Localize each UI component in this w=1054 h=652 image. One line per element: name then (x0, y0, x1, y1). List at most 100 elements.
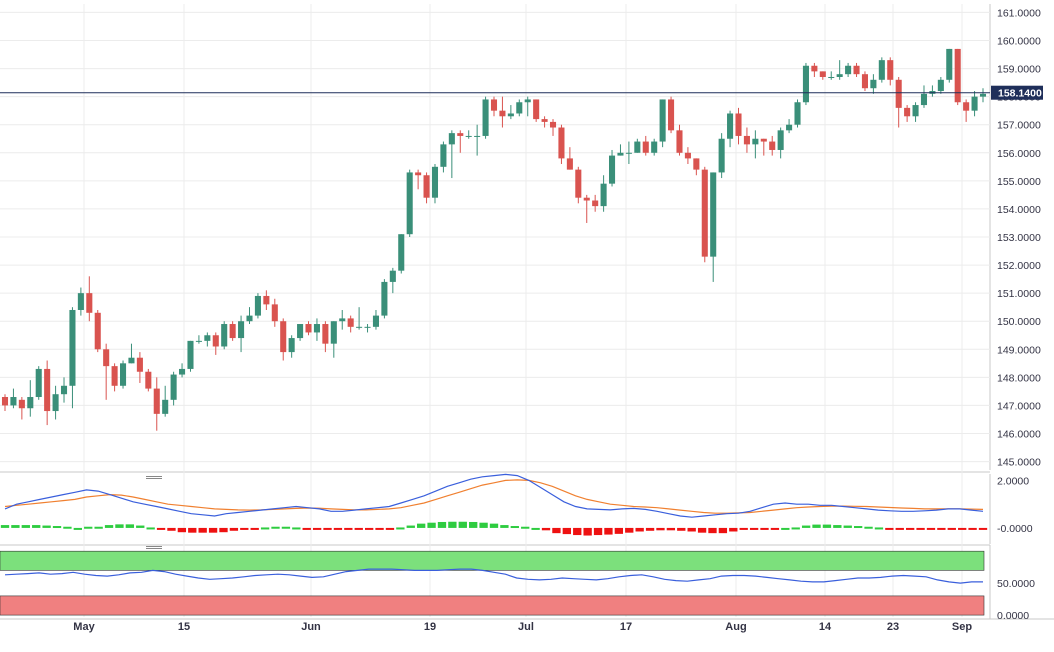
histogram-bar (531, 527, 540, 530)
y-tick-label: 148.0000 (997, 372, 1041, 384)
candle (153, 377, 160, 431)
histogram-bar (84, 526, 93, 529)
candle (52, 385, 59, 420)
candle-body (179, 368, 186, 375)
histogram-bar (104, 525, 114, 528)
candle (963, 99, 970, 122)
histogram-bar (385, 527, 395, 530)
histogram-bar (208, 527, 218, 533)
candle (440, 141, 447, 173)
rsi-y-tick-label: 0.0000 (997, 610, 1029, 622)
candle-body (322, 324, 329, 344)
x-tick-label: Jul (518, 621, 534, 633)
candle-body (583, 197, 590, 201)
candle-body (752, 138, 759, 145)
candle-body (769, 141, 776, 150)
candle (490, 96, 498, 117)
candle-body (592, 200, 599, 207)
candle-body (69, 309, 76, 386)
candle-body (524, 99, 531, 103)
candle-body (162, 399, 169, 414)
candle (735, 107, 742, 145)
candle (786, 119, 793, 134)
candle-body (195, 340, 202, 342)
candle (676, 124, 683, 156)
x-tick-label: Sep (952, 621, 972, 633)
x-tick-label: Jun (301, 621, 321, 633)
candle (811, 62, 818, 77)
y-tick-label: 161.0000 (997, 7, 1041, 19)
candle (381, 279, 388, 319)
histogram-bar (177, 527, 187, 533)
candle (642, 135, 649, 156)
candle-body (802, 65, 809, 103)
histogram-bar (489, 523, 499, 528)
candle (246, 307, 253, 325)
candle-body (364, 326, 371, 328)
osc-fast-line (4, 473, 984, 518)
y-tick-label: 156.0000 (997, 148, 1041, 160)
histogram-bar (781, 527, 790, 530)
histogram-bar (583, 527, 592, 536)
candle-body (819, 71, 826, 77)
y-tick-label: 160.0000 (997, 35, 1041, 47)
x-tick-label: 17 (620, 621, 632, 633)
osc-y-tick-label: 2.0000 (997, 475, 1029, 487)
y-tick-label: 159.0000 (997, 64, 1041, 76)
candle-body (954, 48, 961, 103)
candle-body (330, 321, 337, 344)
resize-handle (146, 478, 162, 479)
histogram-bar (94, 526, 103, 529)
candle (971, 91, 978, 117)
candle-body (448, 133, 455, 145)
x-tick-label: 19 (424, 621, 436, 633)
candle-body (541, 119, 548, 122)
y-tick-label: 155.0000 (997, 176, 1041, 188)
histogram-bar (458, 521, 467, 528)
candle (406, 169, 413, 237)
candle (516, 99, 523, 117)
histogram-bar (375, 527, 384, 530)
candle (145, 368, 152, 392)
candle-body (263, 295, 270, 305)
candle (10, 388, 17, 409)
candle (617, 144, 624, 156)
histogram-bar (333, 527, 343, 530)
candle-body (465, 135, 472, 137)
candle (887, 57, 894, 86)
histogram-bar (593, 527, 603, 536)
candle-body (221, 324, 228, 347)
histogram-bar (885, 527, 894, 530)
candle (322, 321, 329, 353)
histogram-bar (812, 524, 821, 528)
candle (372, 309, 380, 330)
candle (179, 363, 186, 378)
candle-body (507, 113, 514, 117)
candle-body (313, 324, 320, 333)
histogram-bar (281, 526, 291, 529)
resize-handle (146, 548, 162, 549)
candle-body (684, 152, 691, 159)
rsi-panel (0, 550, 985, 616)
histogram-bar (73, 527, 82, 530)
histogram-bar (666, 527, 676, 531)
histogram-bar (427, 522, 436, 528)
candle (60, 377, 68, 403)
candle (288, 335, 295, 358)
histogram-bar (448, 521, 457, 528)
histogram-bar (697, 527, 707, 533)
candle (499, 96, 506, 128)
x-tick-label: Aug (725, 621, 746, 633)
candle-body (735, 113, 742, 136)
histogram-bar (136, 525, 145, 528)
histogram-bar (260, 527, 270, 530)
candle-body (94, 312, 101, 350)
candle-body (845, 65, 852, 75)
candle (760, 138, 767, 156)
candle-body (170, 374, 177, 400)
candle-body (516, 102, 523, 114)
candle-body (963, 102, 970, 111)
candle (77, 287, 84, 316)
candle-body (786, 124, 793, 131)
candle (221, 321, 228, 350)
